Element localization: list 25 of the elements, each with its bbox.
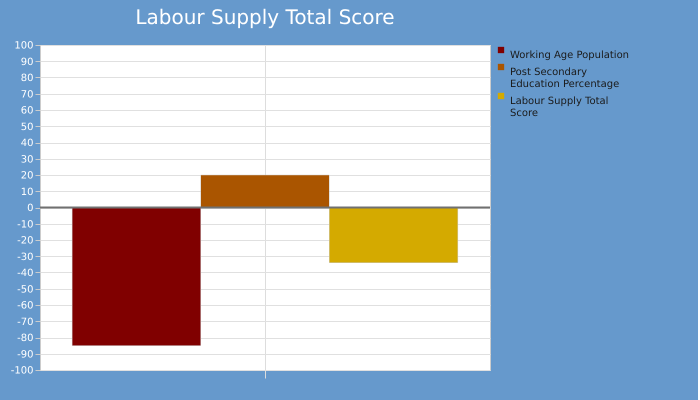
y-tick-label: 40	[20, 138, 34, 149]
y-tick-label: 60	[20, 106, 34, 116]
y-tick-label: -10	[17, 219, 34, 230]
y-tick-label: -70	[17, 316, 34, 328]
y-tick-label: -60	[17, 300, 34, 312]
y-tick-label: -80	[17, 333, 34, 344]
y-tick-label: -30	[17, 252, 34, 263]
y-tick-label: 100	[14, 40, 34, 52]
y-tick-label: 10	[20, 186, 34, 198]
y-tick-label: -20	[17, 236, 34, 246]
legend-label: Labour Supply Total Score	[510, 96, 608, 119]
y-tick-label: 20	[20, 170, 34, 182]
y-tick-label: 30	[20, 154, 34, 166]
y-tick-label: 80	[20, 73, 34, 84]
y-tick-label: -90	[17, 349, 34, 360]
y-tick-label: 90	[20, 56, 34, 68]
chart-title: Labour Supply Total Score	[135, 5, 395, 29]
y-tick-label: 50	[20, 122, 34, 133]
y-tick-label: -40	[17, 268, 34, 279]
y-tick-label: 70	[20, 89, 34, 100]
y-tick-label: -100	[10, 366, 34, 376]
y-tick-label: -50	[17, 284, 34, 296]
legend-label: Working Age Population	[510, 50, 630, 61]
legend-label: Post Secondary Education Percentage	[510, 67, 620, 90]
y-tick-label: 0	[27, 203, 34, 214]
